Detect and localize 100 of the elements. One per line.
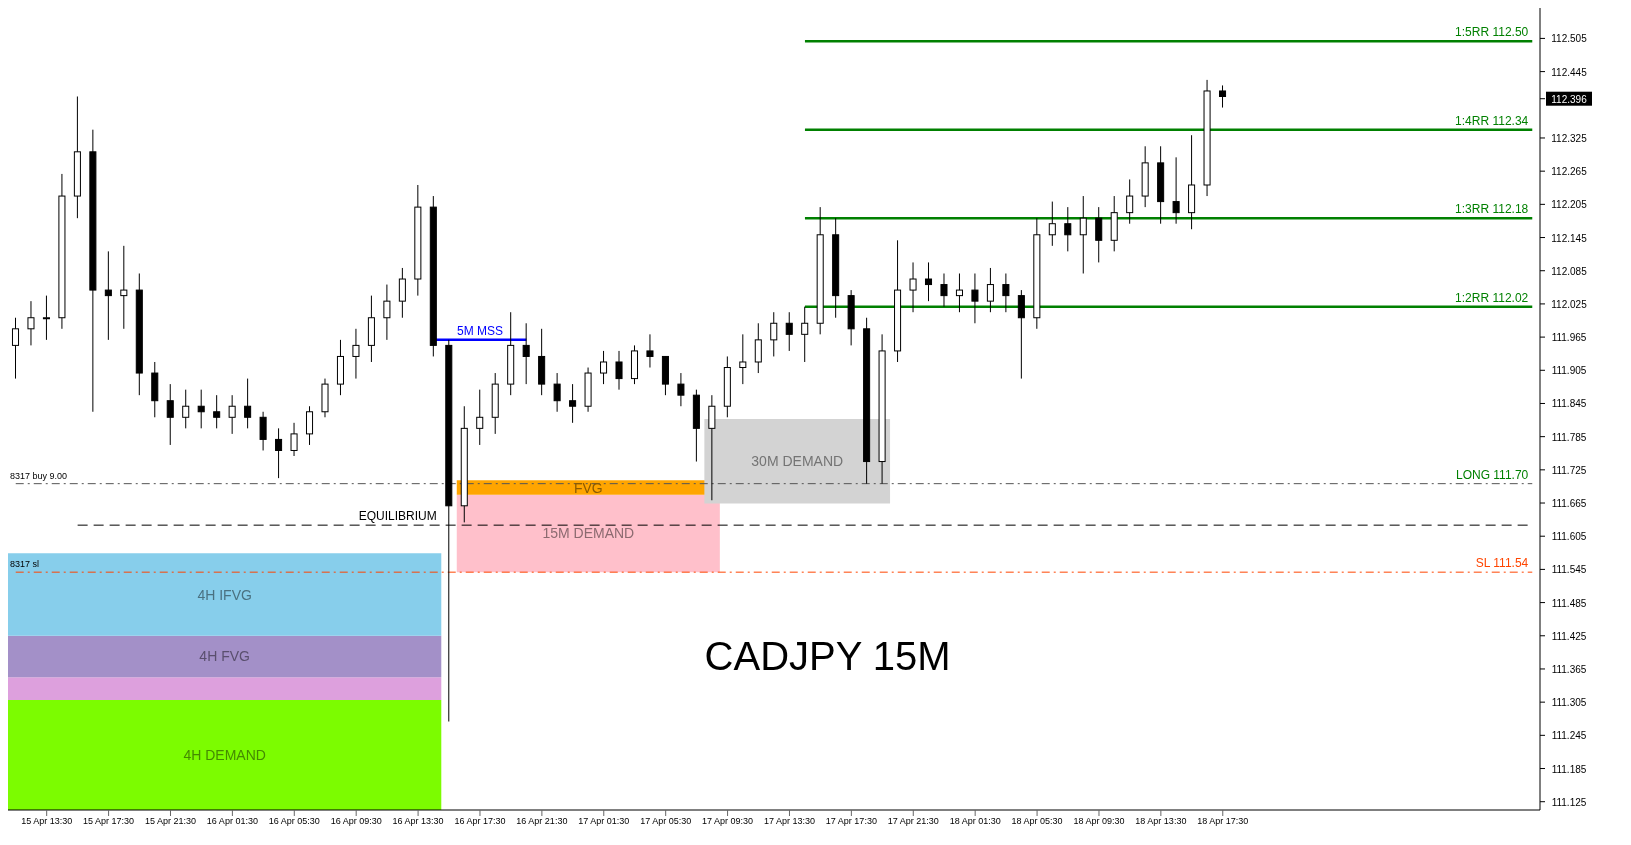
- candlestick: [290, 422, 298, 457]
- candlestick: [182, 389, 190, 429]
- x-tick-label: 18 Apr 01:30: [949, 816, 1001, 827]
- x-tick-label: 16 Apr 21:30: [516, 816, 568, 827]
- ref-line-label: 1:5RR 112.50: [1455, 25, 1529, 40]
- y-tick-label: 111.305: [1551, 697, 1587, 709]
- candlestick: [228, 394, 236, 435]
- x-tick-label: 18 Apr 13:30: [1135, 816, 1187, 827]
- x-tick-label: 16 Apr 05:30: [268, 816, 320, 827]
- candlestick: [120, 245, 128, 330]
- annotation: 8317 buy 9.00: [10, 470, 68, 481]
- candlestick: [708, 394, 716, 501]
- candlestick: [1126, 178, 1134, 225]
- candlestick: [1048, 201, 1056, 247]
- candlestick: [1002, 272, 1010, 313]
- y-tick-label: 112.396: [1551, 93, 1588, 105]
- y-tick-label: 111.125: [1551, 796, 1587, 808]
- candlestick: [244, 378, 252, 429]
- band-label: 30M DEMAND: [751, 453, 844, 470]
- candlestick: [754, 322, 762, 374]
- y-tick-label: 111.365: [1551, 663, 1587, 675]
- candlestick: [1064, 206, 1072, 252]
- candlestick: [306, 405, 314, 446]
- candlestick: [801, 306, 809, 363]
- candlestick: [553, 372, 561, 413]
- candlestick: [739, 333, 747, 385]
- candlestick: [1219, 84, 1227, 109]
- band-label: FVG: [573, 479, 603, 496]
- y-tick-label: 111.845: [1551, 398, 1587, 410]
- candlestick: [166, 383, 174, 446]
- y-tick-label: 112.145: [1551, 232, 1588, 244]
- candlestick: [1095, 206, 1103, 263]
- y-tick-label: 111.665: [1551, 498, 1587, 510]
- y-tick-label: 111.185: [1551, 763, 1587, 775]
- y-tick-label: 112.025: [1551, 298, 1588, 310]
- ref-line-label: 1:2RR 112.02: [1455, 290, 1529, 305]
- candlestick: [352, 328, 360, 380]
- ref-line-label: SL 111.54: [1475, 556, 1529, 571]
- x-tick-label: 16 Apr 17:30: [454, 816, 506, 827]
- candlestick: [924, 261, 933, 302]
- candlestick: [940, 272, 948, 308]
- candlestick: [646, 333, 654, 369]
- ref-line-label: 1:3RR 112.18: [1455, 202, 1529, 217]
- x-tick-label: 15 Apr 21:30: [144, 816, 197, 827]
- x-tick-label: 15 Apr 13:30: [21, 816, 73, 827]
- candlestick: [259, 411, 267, 451]
- candlestick: [522, 322, 530, 385]
- candlestick: [104, 250, 112, 341]
- x-tick-label: 16 Apr 01:30: [206, 816, 258, 827]
- x-tick-label: 15 Apr 17:30: [83, 816, 135, 827]
- ref-line-label: LONG 111.70: [1456, 467, 1529, 482]
- candlestick: [955, 272, 963, 313]
- x-tick-label: 17 Apr 05:30: [640, 816, 692, 827]
- x-tick-label: 18 Apr 09:30: [1073, 816, 1125, 827]
- candlestick: [677, 372, 685, 407]
- candlestick: [770, 311, 778, 357]
- y-tick-label: 111.545: [1551, 564, 1587, 576]
- y-tick-label: 112.205: [1551, 199, 1588, 211]
- y-tick-label: 111.245: [1551, 730, 1587, 742]
- x-tick-label: 17 Apr 17:30: [825, 816, 877, 827]
- candlestick: [476, 389, 484, 446]
- ref-line-label: 1:4RR 112.34: [1455, 113, 1529, 128]
- candlestick: [11, 317, 20, 380]
- x-tick-label: 16 Apr 09:30: [330, 816, 382, 827]
- candlestick: [569, 383, 577, 424]
- candlestick: [785, 311, 793, 352]
- x-tick-label: 17 Apr 21:30: [887, 816, 939, 827]
- x-tick-label: 17 Apr 01:30: [578, 816, 630, 827]
- y-tick-label: 111.905: [1551, 365, 1587, 377]
- y-tick-label: 111.485: [1551, 597, 1587, 609]
- y-tick-label: 112.085: [1551, 265, 1588, 277]
- x-tick-label: 18 Apr 05:30: [1011, 816, 1063, 827]
- candlestick: [275, 427, 283, 479]
- candlestick: [971, 272, 979, 324]
- text: CADJPY 15M: [704, 633, 951, 679]
- candlestick: [398, 267, 406, 319]
- candlestick: [1017, 289, 1025, 380]
- band-label: 4H DEMAND: [183, 746, 266, 763]
- candlestick: [615, 350, 623, 391]
- x-tick-label: 17 Apr 09:30: [702, 816, 754, 827]
- y-tick-label: 111.725: [1551, 464, 1587, 476]
- candlestick: [986, 267, 994, 313]
- y-tick-label: 111.965: [1551, 332, 1587, 344]
- y-tick-label: 111.785: [1551, 431, 1587, 443]
- candlestick: [213, 394, 221, 429]
- candlestick: [383, 284, 391, 341]
- candlestick: [1172, 156, 1180, 225]
- y-tick-label: 112.505: [1551, 33, 1588, 45]
- y-tick-label: 112.445: [1551, 66, 1588, 78]
- y-tick-label: 112.325: [1551, 132, 1588, 144]
- band-label: 4H FVG: [199, 648, 250, 665]
- band-label: 4H IFVG: [197, 586, 252, 603]
- band-label: 15M DEMAND: [542, 525, 635, 542]
- candlestick: [909, 261, 917, 313]
- x-tick-label: 18 Apr 17:30: [1197, 816, 1249, 827]
- y-tick-label: 111.425: [1551, 630, 1587, 642]
- candlestick: [27, 300, 35, 346]
- y-tick-label: 112.265: [1551, 166, 1588, 178]
- x-tick-label: 17 Apr 13:30: [763, 816, 815, 827]
- candlestick: [1079, 195, 1087, 274]
